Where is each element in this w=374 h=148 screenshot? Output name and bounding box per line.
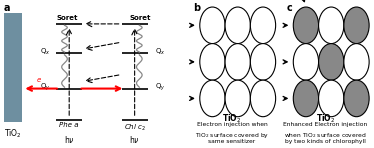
Text: e: e	[37, 77, 42, 83]
Text: Electron injection when: Electron injection when	[196, 122, 267, 127]
Text: b: b	[193, 3, 200, 13]
Circle shape	[250, 7, 276, 44]
Circle shape	[225, 7, 250, 44]
Circle shape	[319, 80, 344, 117]
Text: TiO$_2$: TiO$_2$	[222, 112, 242, 125]
Circle shape	[344, 80, 369, 117]
Circle shape	[225, 44, 250, 80]
Text: Chl c$_2$: Chl c$_2$	[124, 122, 145, 132]
Text: Phe a: Phe a	[59, 122, 79, 128]
Circle shape	[319, 7, 344, 44]
Text: TiO$_2$ surface covered by: TiO$_2$ surface covered by	[195, 131, 269, 140]
Text: when TiO$_2$ surface covered: when TiO$_2$ surface covered	[284, 131, 367, 140]
Circle shape	[250, 80, 276, 117]
Text: Soret: Soret	[56, 15, 78, 21]
Circle shape	[225, 80, 250, 117]
Text: Q$_y$: Q$_y$	[155, 81, 166, 93]
Circle shape	[344, 7, 369, 44]
Text: a: a	[4, 3, 10, 13]
Text: TiO$_2$: TiO$_2$	[4, 128, 22, 140]
Text: Q$_x$: Q$_x$	[40, 47, 50, 57]
Circle shape	[293, 7, 319, 44]
Text: same sensitizer: same sensitizer	[208, 139, 255, 144]
Circle shape	[200, 80, 225, 117]
Text: Q$_y$: Q$_y$	[40, 81, 50, 93]
Text: by two kinds of chlorophyll: by two kinds of chlorophyll	[285, 139, 366, 144]
Text: Q$_x$: Q$_x$	[155, 47, 166, 57]
Circle shape	[319, 44, 344, 80]
Text: c: c	[286, 3, 292, 13]
Circle shape	[200, 44, 225, 80]
Text: h$\nu$: h$\nu$	[129, 133, 140, 145]
Text: h$\nu$: h$\nu$	[64, 133, 75, 145]
Circle shape	[293, 44, 319, 80]
Circle shape	[293, 80, 319, 117]
Circle shape	[344, 44, 369, 80]
Circle shape	[200, 7, 225, 44]
Bar	[4, 13, 22, 122]
Text: Enhanced Electron injection: Enhanced Electron injection	[283, 122, 368, 127]
Circle shape	[250, 44, 276, 80]
Text: TiO$_2$: TiO$_2$	[316, 112, 335, 125]
Text: Soret: Soret	[129, 15, 151, 21]
